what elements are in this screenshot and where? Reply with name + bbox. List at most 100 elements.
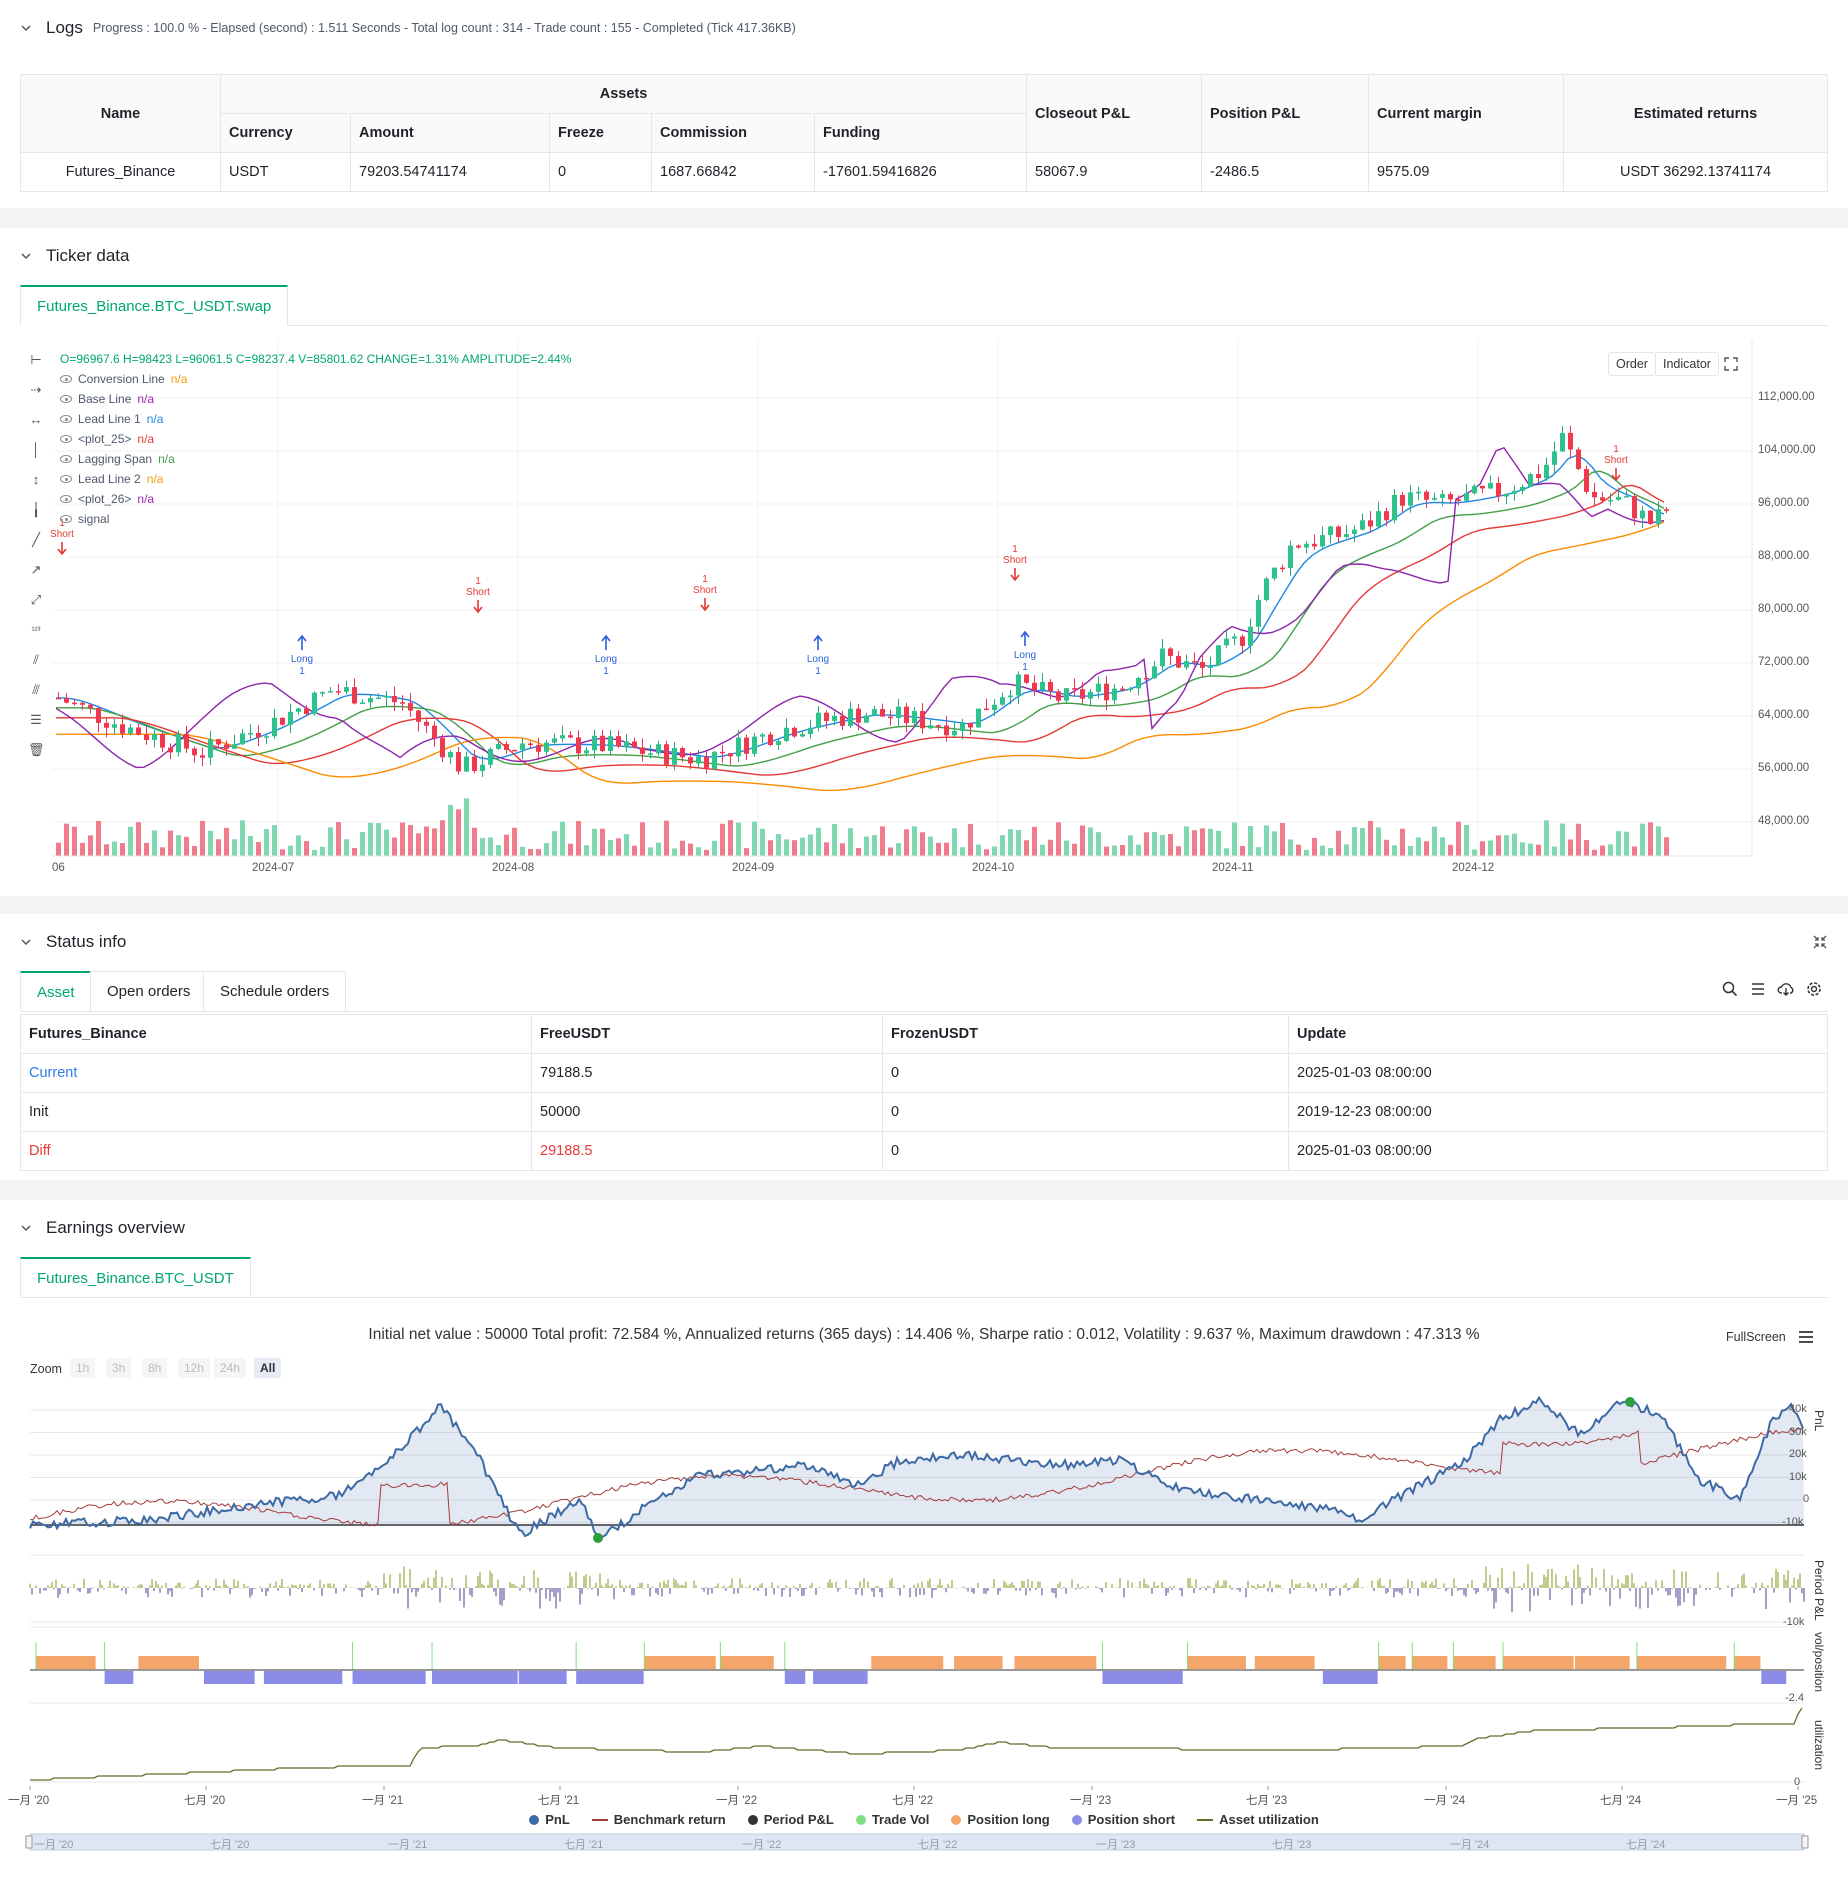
ray-line-tool-icon[interactable]: ↗ <box>28 562 44 578</box>
indicator-button[interactable]: Indicator <box>1655 352 1719 376</box>
tab-open-orders[interactable]: Open orders <box>90 971 207 1012</box>
legend-item[interactable]: Base Line n/a <box>60 392 154 406</box>
panel-label: Period P&L <box>1812 1560 1826 1621</box>
candle <box>984 699 989 711</box>
zoom-option-All[interactable]: All <box>254 1358 281 1378</box>
legend-item[interactable]: <plot_26> n/a <box>60 492 154 506</box>
fib-retracement-tool-icon[interactable]: ☰ <box>28 712 44 728</box>
earnings-chart[interactable]: 40k 30k 20k 10k 0 -10k -10k -2.4 0 PnL Period P&L v… <box>0 1390 1848 1880</box>
candle <box>1568 426 1573 459</box>
parallel-channel-tool-icon[interactable]: ⫽ <box>28 652 44 668</box>
legend-item[interactable]: Lead Line 1 n/a <box>60 412 163 426</box>
tab-schedule-orders[interactable]: Schedule orders <box>203 971 346 1012</box>
vertical-line-tool-icon[interactable]: │ <box>28 442 44 458</box>
col-margin: Current margin <box>1369 75 1564 153</box>
tab-earnings-symbol[interactable]: Futures_Binance.BTC_USDT <box>20 1257 251 1298</box>
legend-swatch-icon <box>1197 1819 1213 1821</box>
eye-icon[interactable] <box>60 415 72 423</box>
zoom-option-1h[interactable]: 1h <box>70 1358 95 1378</box>
col-funding: Funding <box>815 114 1027 153</box>
legend-label: Trade Vol <box>872 1812 930 1827</box>
status-header[interactable]: Status info <box>0 914 1848 970</box>
eye-icon[interactable] <box>60 375 72 383</box>
volume-bar <box>1272 831 1277 856</box>
chevron-down-icon[interactable] <box>20 936 32 948</box>
navigator-right-handle[interactable] <box>1802 1836 1808 1848</box>
tab-ticker-symbol[interactable]: Futures_Binance.BTC_USDT.swap <box>20 285 288 326</box>
legend-item[interactable]: Conversion Line n/a <box>60 372 187 386</box>
menu-icon[interactable] <box>1797 1328 1815 1346</box>
legend-item[interactable]: Trade Vol <box>856 1812 930 1827</box>
eye-icon[interactable] <box>60 395 72 403</box>
volume-bar <box>1128 835 1133 856</box>
legend-item[interactable]: Position long <box>951 1812 1049 1827</box>
chevron-down-icon[interactable] <box>20 22 32 34</box>
earnings-header[interactable]: Earnings overview <box>0 1200 1848 1256</box>
legend-item[interactable]: <plot_25> n/a <box>60 432 154 446</box>
time-tick-label: 2024-11 <box>1212 862 1253 874</box>
eye-icon[interactable] <box>60 495 72 503</box>
navigator-left-handle[interactable] <box>26 1836 32 1848</box>
zoom-option-3h[interactable]: 3h <box>106 1358 131 1378</box>
logs-header[interactable]: Logs Progress : 100.0 % - Elapsed (secon… <box>0 0 1848 56</box>
extended-line-tool-icon[interactable]: ↔ <box>28 412 44 428</box>
vertical-segment-tool-icon[interactable]: ╽ <box>28 502 44 518</box>
eye-icon[interactable] <box>60 455 72 463</box>
candle <box>784 718 789 742</box>
candle <box>1640 506 1645 528</box>
vertical-ray-tool-icon[interactable]: ↕ <box>28 472 44 488</box>
volume-bar <box>920 832 925 856</box>
zoom-option-24h[interactable]: 24h <box>214 1358 246 1378</box>
time-tick-label: 2024-09 <box>732 862 774 874</box>
fullscreen-button[interactable]: FullScreen <box>1726 1330 1786 1344</box>
ticker-header[interactable]: Ticker data <box>0 228 1848 284</box>
candle <box>1320 526 1325 548</box>
legend-item[interactable]: PnL <box>529 1812 570 1827</box>
logs-progress-info: Progress : 100.0 % - Elapsed (second) : … <box>93 21 796 35</box>
arrow-line-tool-icon[interactable]: ⤢ <box>28 592 44 608</box>
legend-item[interactable]: Lead Line 2 n/a <box>60 472 163 486</box>
position-long-bar <box>1575 1656 1630 1669</box>
chevron-down-icon[interactable] <box>20 1222 32 1234</box>
eye-icon[interactable] <box>60 515 72 523</box>
tab-asset[interactable]: Asset <box>20 971 92 1012</box>
horizontal-line-tool-icon[interactable]: ⊢ <box>28 352 44 368</box>
trash-icon[interactable]: 🗑 <box>28 742 44 758</box>
search-icon[interactable] <box>1721 980 1739 998</box>
navigator-track[interactable] <box>30 1834 1804 1850</box>
expand-icon[interactable] <box>1722 355 1740 373</box>
zoom-option-12h[interactable]: 12h <box>178 1358 210 1378</box>
candle <box>1016 671 1021 704</box>
legend-item[interactable]: Period P&L <box>748 1812 834 1827</box>
chevron-down-icon[interactable] <box>20 250 32 262</box>
legend-label: Benchmark return <box>614 1812 726 1827</box>
candle <box>400 695 405 710</box>
fib-tool-icon[interactable]: ⫻ <box>28 682 44 698</box>
candle <box>808 720 813 739</box>
list-icon[interactable] <box>1749 980 1767 998</box>
collapse-icon[interactable] <box>1811 933 1829 951</box>
legend-item[interactable]: Benchmark return <box>592 1812 726 1827</box>
legend-item[interactable]: Lagging Span n/a <box>60 452 175 466</box>
cloud-download-icon[interactable] <box>1777 980 1795 998</box>
candle <box>416 710 421 732</box>
volume-bar <box>408 825 413 856</box>
price-label-tool-icon[interactable]: ¹²³ <box>28 622 44 638</box>
eye-icon[interactable] <box>60 435 72 443</box>
volume-bar <box>456 809 461 856</box>
eye-icon[interactable] <box>60 475 72 483</box>
position-long-bar <box>1187 1656 1245 1669</box>
candle <box>160 732 165 752</box>
order-button[interactable]: Order <box>1608 352 1656 376</box>
legend-item[interactable]: Asset utilization <box>1197 1812 1319 1827</box>
candle <box>872 706 877 716</box>
candle <box>640 738 645 761</box>
horizontal-ray-tool-icon[interactable]: ⇢ <box>28 382 44 398</box>
trend-line-tool-icon[interactable]: ╱ <box>28 532 44 548</box>
legend-item[interactable]: Position short <box>1072 1812 1175 1827</box>
ticker-chart[interactable]: 1 Short 1 Short 1 Short 1 Short 1 Short Long 1 Long 1… <box>0 340 1848 896</box>
gear-icon[interactable] <box>1805 980 1823 998</box>
candle <box>208 731 213 766</box>
legend-item[interactable]: signal <box>60 512 109 526</box>
zoom-option-8h[interactable]: 8h <box>142 1358 167 1378</box>
